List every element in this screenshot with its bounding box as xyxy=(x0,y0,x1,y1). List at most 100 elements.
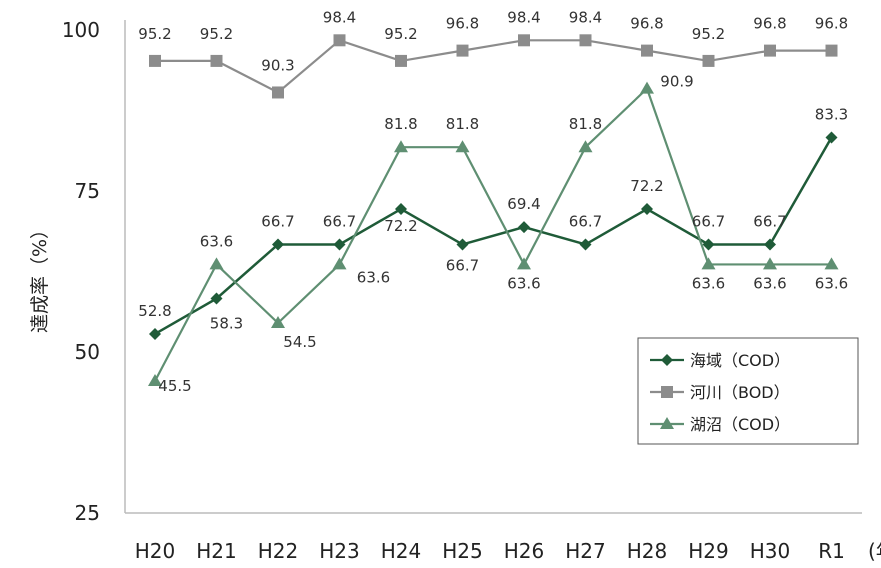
legend-label: 海域（COD） xyxy=(690,351,790,370)
data-label: 63.6 xyxy=(753,274,786,292)
square-marker xyxy=(641,44,653,57)
diamond-marker xyxy=(641,203,653,216)
y-tick-label: 25 xyxy=(75,501,100,525)
data-label: 83.3 xyxy=(815,106,848,124)
data-label: 96.8 xyxy=(815,15,848,33)
square-marker xyxy=(702,54,715,67)
triangle-marker xyxy=(332,257,347,270)
data-label: 81.8 xyxy=(446,115,479,133)
data-label: 63.6 xyxy=(815,274,848,292)
diamond-marker xyxy=(333,238,346,251)
data-label: 66.7 xyxy=(446,256,479,274)
triangle-marker xyxy=(701,257,716,270)
x-tick-label: H21 xyxy=(196,539,237,563)
series-line-2 xyxy=(154,86,832,382)
data-label: 98.4 xyxy=(507,8,540,26)
triangle-marker xyxy=(517,257,531,270)
square-marker xyxy=(149,54,161,67)
series-line-0 xyxy=(154,136,833,336)
legend-label: 河川（BOD） xyxy=(690,383,790,402)
diamond-marker xyxy=(702,238,715,251)
diamond-marker xyxy=(395,203,407,216)
data-label: 63.6 xyxy=(507,274,540,292)
data-label: 66.7 xyxy=(569,212,602,230)
data-label: 72.2 xyxy=(384,217,417,235)
data-label: 66.7 xyxy=(323,212,356,230)
square-marker xyxy=(579,34,592,47)
square-marker xyxy=(825,44,838,57)
data-label: 81.8 xyxy=(569,115,602,133)
diamond-marker xyxy=(272,238,284,251)
data-label: 66.7 xyxy=(261,212,294,230)
x-tick-label: H26 xyxy=(504,539,545,563)
data-label: 96.8 xyxy=(753,15,786,33)
data-label: 66.7 xyxy=(753,212,786,230)
data-label: 63.6 xyxy=(357,268,390,286)
triangle-marker xyxy=(660,417,674,429)
square-marker xyxy=(661,386,673,398)
data-label: 54.5 xyxy=(283,333,316,351)
triangle-marker xyxy=(148,373,162,386)
y-tick-label: 50 xyxy=(75,340,100,364)
triangle-marker xyxy=(640,81,654,94)
square-marker xyxy=(272,86,284,99)
triangle-marker xyxy=(578,140,593,153)
data-label: 63.6 xyxy=(692,274,725,292)
y-tick-label: 100 xyxy=(62,18,100,42)
data-label: 52.8 xyxy=(138,302,171,320)
triangle-marker xyxy=(271,316,285,329)
data-label: 95.2 xyxy=(138,25,171,43)
x-tick-label: H22 xyxy=(258,539,299,563)
data-label: 95.2 xyxy=(200,25,233,43)
x-tick-label: H30 xyxy=(750,539,791,563)
diamond-marker xyxy=(518,221,530,234)
diamond-marker xyxy=(149,327,161,340)
square-marker xyxy=(210,54,223,67)
series-line-1 xyxy=(155,39,832,94)
data-label: 90.3 xyxy=(261,56,294,74)
diamond-marker xyxy=(210,292,223,305)
x-tick-label: R1 xyxy=(818,539,845,563)
data-label: 81.8 xyxy=(384,115,417,133)
triangle-marker xyxy=(209,257,224,270)
triangle-marker xyxy=(455,140,470,153)
triangle-marker xyxy=(763,257,777,270)
square-marker xyxy=(395,54,407,67)
x-tick-label: H23 xyxy=(319,539,360,563)
triangle-marker xyxy=(824,257,839,270)
x-tick-label: H25 xyxy=(442,539,483,563)
diamond-marker xyxy=(579,238,592,251)
data-label: 96.8 xyxy=(630,15,663,33)
data-label: 69.4 xyxy=(507,195,540,213)
square-marker xyxy=(518,34,530,47)
data-label: 95.2 xyxy=(692,25,725,43)
data-label: 63.6 xyxy=(200,232,233,250)
square-marker xyxy=(764,44,776,57)
data-label: 58.3 xyxy=(210,315,243,333)
y-tick-label: 75 xyxy=(75,179,100,203)
data-label: 98.4 xyxy=(569,8,602,26)
x-tick-label: H24 xyxy=(381,539,422,563)
diamond-marker xyxy=(764,238,776,251)
data-label: 98.4 xyxy=(323,8,356,26)
x-axis-unit-label: (年 xyxy=(868,539,881,563)
x-tick-label: H29 xyxy=(688,539,729,563)
data-label: 72.2 xyxy=(630,177,663,195)
diamond-marker xyxy=(661,354,673,366)
x-tick-label: H28 xyxy=(627,539,668,563)
data-label: 45.5 xyxy=(158,377,191,395)
square-marker xyxy=(333,34,346,47)
y-axis-label: 達成率（%） xyxy=(29,220,51,333)
legend-label: 湖沼（COD） xyxy=(690,415,790,434)
data-label: 66.7 xyxy=(692,212,725,230)
data-label: 90.9 xyxy=(660,73,693,91)
data-label: 95.2 xyxy=(384,25,417,43)
x-tick-label: H20 xyxy=(135,539,176,563)
diamond-marker xyxy=(456,238,469,251)
triangle-marker xyxy=(394,140,408,153)
data-label: 96.8 xyxy=(446,15,479,33)
square-marker xyxy=(456,44,469,57)
diamond-marker xyxy=(825,131,838,144)
